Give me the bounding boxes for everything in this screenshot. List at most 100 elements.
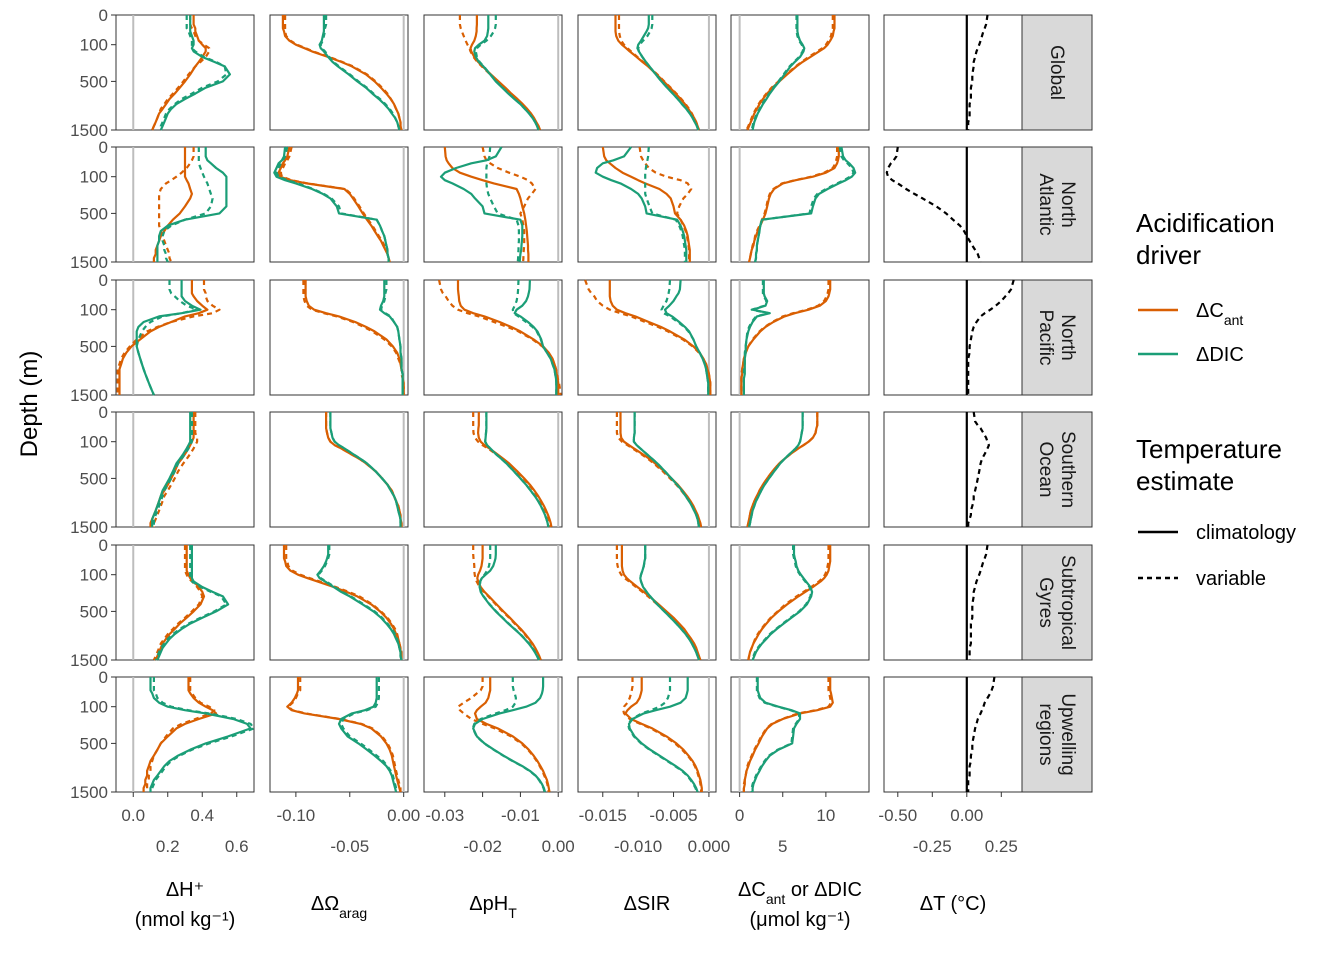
panel-frame [577, 676, 717, 793]
series-line-C_ant-variable [284, 15, 403, 131]
series-line-C_ant-climatology [142, 677, 218, 792]
x-axis-title: ΔCant or ΔDIC [738, 879, 862, 907]
series-line-DIC-variable [627, 677, 698, 793]
legend-label: ΔDIC [1196, 344, 1244, 366]
series-line-C_ant-variable [622, 677, 703, 792]
x-tick-label: 0.25 [985, 837, 1018, 856]
x-tick-label: -0.50 [878, 806, 917, 825]
series-line-C_ant-variable [967, 279, 1015, 395]
facet-strip-label: Global [1046, 45, 1067, 100]
series-line-C_ant-variable [287, 677, 402, 792]
x-axis-title: ΔΩarag [311, 893, 367, 921]
facet-strip-label: SouthernOcean [1035, 431, 1078, 508]
panel-frame [423, 676, 563, 793]
panel-frame [269, 411, 409, 528]
panel-frame [577, 14, 717, 131]
panel-frame [883, 279, 1023, 396]
legend-title: Acidification [1136, 208, 1275, 238]
panel-frame [269, 544, 409, 661]
facet-strip [1021, 544, 1093, 661]
y-tick-label: 0 [99, 271, 108, 290]
y-tick-label: 100 [80, 566, 108, 585]
series-line-DIC-variable [152, 412, 193, 527]
x-tick-label: 0.2 [156, 837, 180, 856]
x-axis-title: ΔH⁺ [166, 879, 204, 901]
panel-frame [269, 279, 409, 396]
y-tick-label: 1500 [70, 121, 108, 140]
x-tick-label: -0.02 [463, 837, 502, 856]
y-tick-label: 500 [80, 469, 108, 488]
series-line-DIC-variable [275, 146, 390, 262]
panel-frame [730, 544, 870, 661]
series-line-C_ant-variable [740, 280, 830, 395]
series-line-DIC-variable [159, 15, 228, 130]
y-tick-label: 500 [80, 337, 108, 356]
series-line-C_ant-variable [152, 545, 204, 661]
legend-title: driver [1136, 240, 1201, 270]
y-tick-label: 0 [99, 6, 108, 25]
series-line-C_ant-climatology [118, 280, 209, 395]
y-tick-label: 100 [80, 698, 108, 717]
x-tick-label: -0.05 [330, 837, 369, 856]
y-tick-label: 500 [80, 72, 108, 91]
series-line-DIC-variable [154, 545, 228, 661]
series-line-DIC-variable [644, 146, 687, 262]
series-line-C_ant-climatology [151, 15, 207, 131]
facet-strip [1021, 146, 1093, 263]
series-line-DIC-variable [329, 412, 402, 527]
panel-frame [115, 676, 255, 793]
x-tick-label: 0.000 [688, 837, 731, 856]
y-tick-label: 100 [80, 301, 108, 320]
series-line-DIC-variable [639, 545, 701, 661]
series-line-DIC-variable [161, 147, 214, 263]
series-line-C_ant-variable [152, 412, 199, 527]
series-line-DIC-climatology [156, 545, 230, 661]
panel-frame [269, 14, 409, 131]
series-line-DIC-variable [632, 412, 701, 528]
facet-strip-label: SubtropicalGyres [1035, 555, 1078, 650]
y-axis-title: Depth (m) [16, 351, 43, 458]
panel-frame [577, 279, 717, 396]
x-tick-label: 0.6 [225, 837, 249, 856]
series-line-C_ant-variable [967, 676, 996, 792]
series-line-C_ant-variable [146, 677, 216, 792]
y-tick-label: 100 [80, 168, 108, 187]
series-line-DIC-variable [748, 412, 804, 528]
legend-title: estimate [1136, 466, 1234, 496]
y-tick-label: 500 [80, 734, 108, 753]
series-line-C_ant-variable [151, 15, 211, 131]
series-line-C_ant-variable [325, 412, 403, 527]
series-line-C_ant-variable [617, 15, 701, 131]
series-line-DIC-variable [750, 545, 813, 661]
series-line-DIC-climatology [513, 279, 558, 395]
series-line-C_ant-variable [472, 412, 552, 528]
y-tick-label: 0 [99, 138, 108, 157]
series-line-C_ant-variable [967, 411, 991, 527]
series-line-DIC-variable [319, 15, 401, 131]
panel-frame [730, 676, 870, 793]
panel-frame [269, 676, 409, 793]
y-tick-label: 1500 [70, 253, 108, 272]
x-tick-label: -0.03 [425, 806, 464, 825]
series-line-DIC-variable [742, 280, 771, 395]
series-line-C_ant-variable [747, 545, 830, 661]
series-line-C_ant-variable [615, 412, 702, 528]
panel-frame [883, 14, 1023, 131]
y-tick-label: 100 [80, 36, 108, 55]
x-axis-title-unit: (nmol kg⁻¹) [135, 909, 236, 931]
panel-frame [115, 544, 255, 661]
series-line-C_ant-variable [279, 146, 391, 263]
series-line-C_ant-variable [456, 677, 550, 793]
series-line-DIC-climatology [156, 147, 228, 262]
series-line-DIC-variable [317, 545, 403, 661]
series-line-C_ant-variable [438, 279, 562, 396]
series-line-DIC-variable [485, 146, 521, 263]
series-line-DIC-variable [750, 15, 805, 131]
x-tick-label: -0.01 [501, 806, 540, 825]
series-line-C_ant-variable [968, 544, 989, 660]
x-tick-label: 0.0 [121, 806, 145, 825]
series-line-C_ant-variable [885, 146, 982, 263]
facet-strip-label: Upwellingregions [1035, 693, 1078, 775]
panel-frame [730, 146, 870, 263]
series-line-DIC-variable [474, 15, 540, 131]
